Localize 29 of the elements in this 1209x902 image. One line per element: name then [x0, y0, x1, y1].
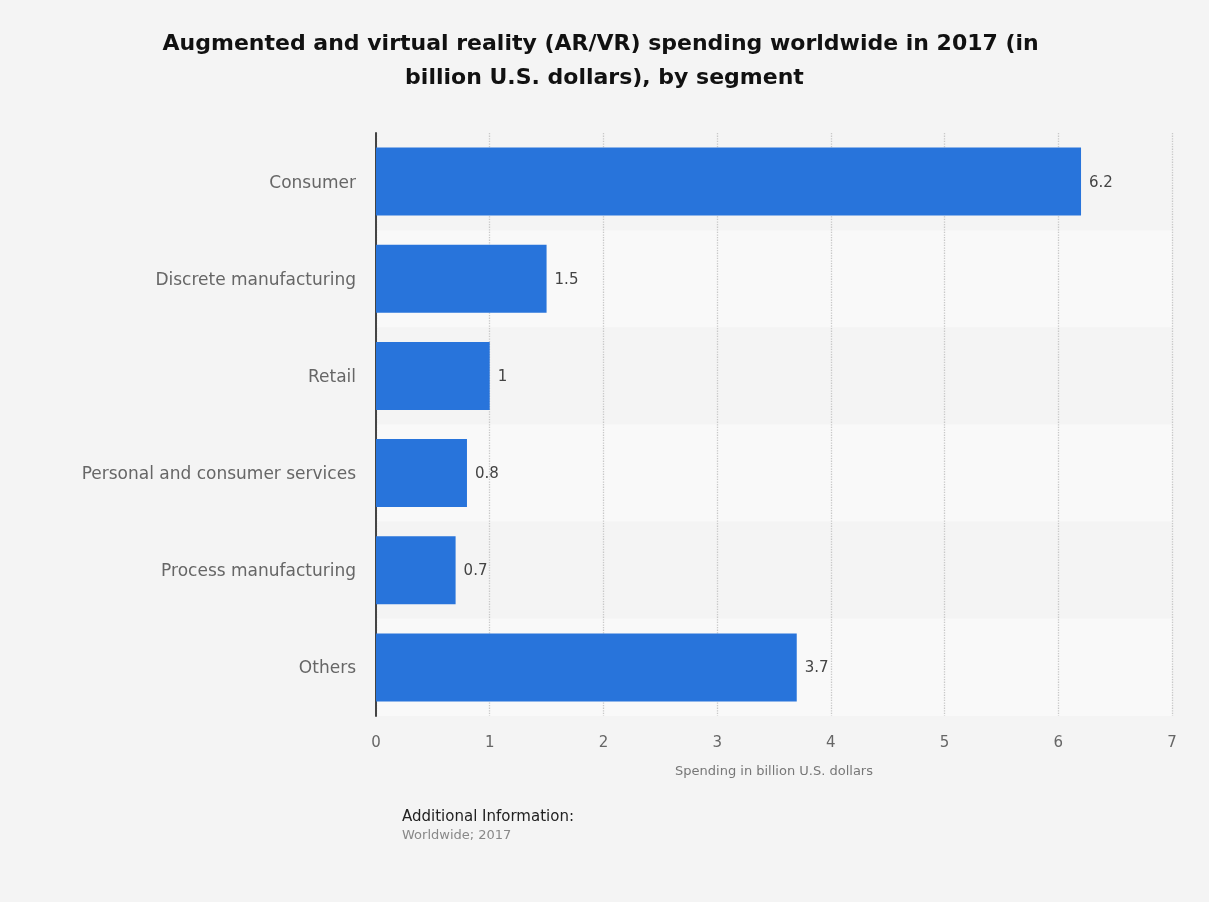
- data-label: 3.7: [804, 658, 829, 677]
- x-tick-label: 7: [1167, 732, 1177, 751]
- x-tick-label: 4: [826, 732, 836, 751]
- y-tick-label: Others: [298, 657, 357, 678]
- data-label: 1: [497, 366, 508, 385]
- x-tick-label: 3: [712, 732, 722, 751]
- x-tick-label: 2: [598, 732, 609, 751]
- text: Additional Information:: [402, 806, 574, 825]
- y-tick-label: Consumer: [269, 171, 357, 192]
- bar: [376, 633, 797, 702]
- bar: [376, 439, 467, 508]
- y-tick-label: Personal and consumer services: [81, 463, 357, 484]
- data-label: 0.7: [463, 561, 488, 580]
- x-tick-label: 0: [371, 732, 381, 751]
- chart-title: Augmented and virtual reality (AR/VR) spending worldwide in 2017 (in billion U.S. dollars), by segment: [162, 29, 1047, 89]
- x-tick-label: 6: [1053, 732, 1064, 751]
- y-tick-label: Retail: [307, 365, 356, 386]
- data-label: 6.2: [1089, 172, 1113, 191]
- x-tick-label: 5: [939, 732, 950, 751]
- bar: [376, 536, 456, 605]
- bar: [376, 341, 490, 410]
- x-axis-title: Spending in billion U.S. dollars: [675, 763, 874, 778]
- y-tick-label: Process manufacturing: [161, 560, 356, 581]
- data-label: 0.8: [474, 464, 499, 483]
- bar: [376, 244, 547, 313]
- data-label: 1.5: [554, 269, 579, 288]
- text: Worldwide; 2017: [402, 827, 512, 842]
- y-tick-label: Discrete manufacturing: [155, 268, 356, 289]
- x-tick-label: 1: [484, 732, 495, 751]
